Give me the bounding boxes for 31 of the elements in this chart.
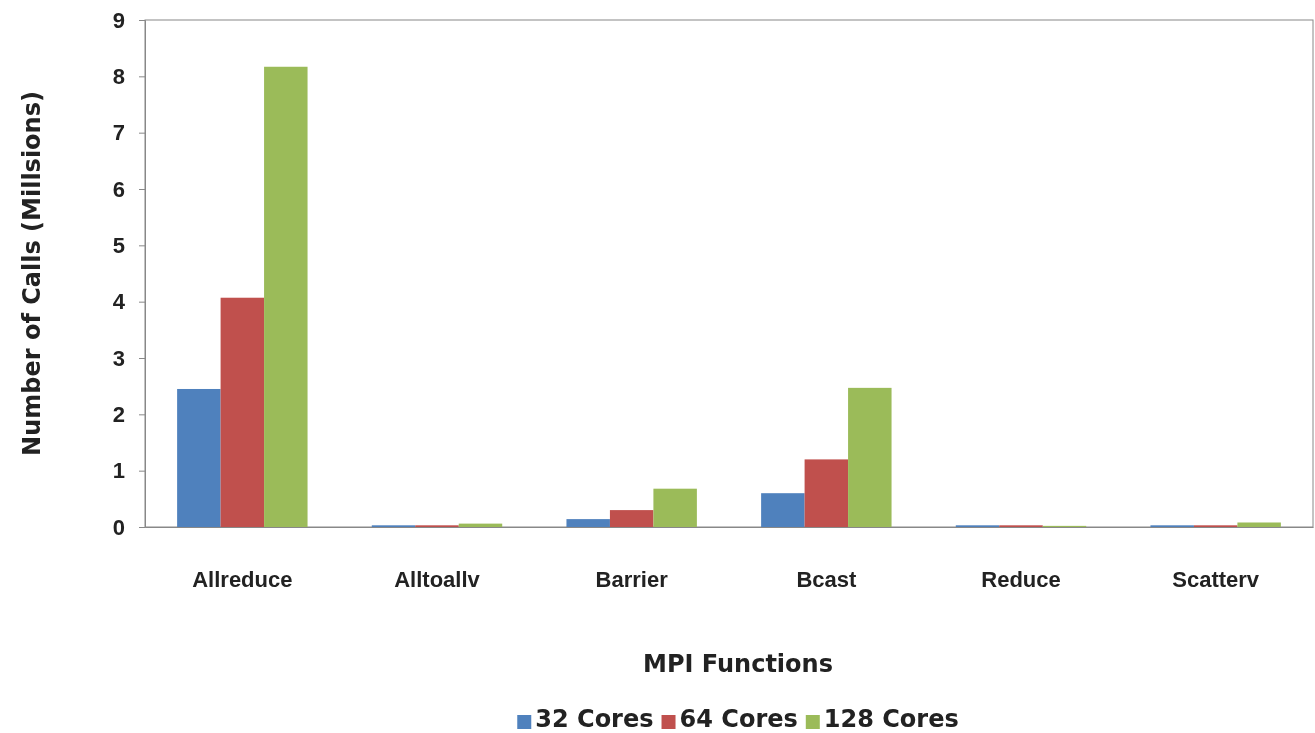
y-tick-label: 8 [112, 63, 125, 89]
legend-label: 64 Cores [679, 705, 798, 733]
y-axis-title: Number of Calls (Millsions) [18, 91, 46, 456]
x-tick-label: Alltoallv [394, 566, 481, 592]
y-tick-label: 0 [112, 514, 125, 540]
x-tick-label: Bcast [796, 566, 857, 592]
bar [761, 493, 805, 527]
bar [848, 387, 892, 527]
bar [220, 297, 265, 527]
y-tick-label: 7 [112, 120, 125, 146]
y-tick-label: 1 [112, 458, 125, 484]
y-tick-label: 2 [112, 401, 125, 427]
y-tick-label: 5 [112, 232, 125, 258]
bar [804, 459, 849, 527]
legend-label: 128 Cores [823, 705, 959, 733]
x-tick-label: Scatterv [1172, 566, 1260, 592]
x-axis-title: MPI Functions [643, 650, 833, 678]
bar [177, 388, 221, 527]
y-tick-label: 4 [112, 289, 126, 315]
bar [566, 519, 610, 527]
x-tick-label: Reduce [981, 566, 1061, 592]
bar [653, 488, 697, 527]
x-tick-label: Barrier [595, 566, 669, 592]
y-tick-label: 3 [112, 345, 125, 371]
bar [264, 66, 308, 527]
bar [609, 510, 654, 527]
y-tick-label: 9 [112, 7, 125, 33]
x-tick-label: Allreduce [192, 566, 293, 592]
legend-label: 32 Cores [535, 705, 654, 733]
y-tick-label: 6 [112, 176, 125, 202]
bar [1237, 522, 1281, 527]
